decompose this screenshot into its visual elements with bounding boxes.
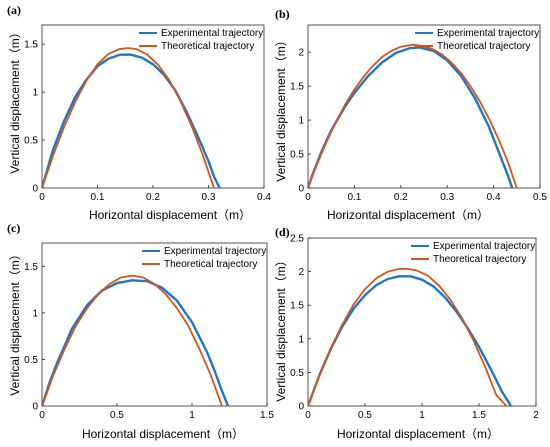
panel-d-xtick-label: 2 <box>533 410 539 421</box>
panel-b-xtick-label: 0 <box>305 192 311 203</box>
panel-c-ylabel: Vertical displacement（m） <box>8 248 22 395</box>
panel-b-label: (b) <box>275 7 290 21</box>
panel-d-ytick-label: 2 <box>298 267 304 278</box>
panel-a-xtick-label: 0.4 <box>257 192 271 203</box>
panel-c-ytick-label: 0.5 <box>24 355 38 366</box>
panel-b-legend-experimental-label: Experimental trajectory <box>437 28 539 39</box>
panel-a-xtick-label: 0.1 <box>91 192 105 203</box>
panel-d-ytick-label: 1.5 <box>290 301 304 312</box>
panel-c-ytick-label: 1 <box>32 308 38 319</box>
panel-b-xtick-label: 0.1 <box>347 192 361 203</box>
panel-a-label: (a) <box>7 3 21 17</box>
panel-c-ytick-label: 1.5 <box>24 262 38 273</box>
panel-c-xtick-label: 0 <box>39 410 45 421</box>
panel-c-legend-experimental-label: Experimental trajectory <box>164 246 266 257</box>
panel-c-experimental-line <box>40 279 230 407</box>
panel-d-ytick-label: 0.5 <box>290 368 304 379</box>
panel-a-ytick-label: 0.5 <box>24 136 38 147</box>
panel-a-legend-experimental-label: Experimental trajectory <box>161 28 263 39</box>
panel-d-ytick-label: 2.5 <box>290 234 304 245</box>
panel-d-label: (d) <box>275 225 290 239</box>
panel-b-ytick-label: 2 <box>298 48 304 59</box>
panel-d-xlabel: Horizontal displacement（m） <box>337 427 499 441</box>
panel-d-legend-theoretical-label: Theoretical trajectory <box>433 254 526 265</box>
panel-d: (d) Horizontal displacement（m） Vertical … <box>274 225 539 441</box>
panel-c-label: (c) <box>7 221 20 235</box>
panel-a: (a) Horizontal displacement（m） Vertical … <box>7 3 271 222</box>
panel-b: (b) Horizontal displacement（m） Vertical … <box>274 7 547 222</box>
panel-b-ylabel: Vertical displacement（m） <box>274 34 288 181</box>
panel-d-ylabel: Vertical displacement（m） <box>274 254 288 401</box>
panel-d-xtick-label: 1 <box>419 410 425 421</box>
panel-d-theoretical-line <box>307 267 508 407</box>
panel-c-xtick-label: 0.5 <box>110 410 124 421</box>
panel-b-theoretical-line <box>307 43 518 189</box>
panel-b-ytick-label: 0 <box>298 184 304 195</box>
panel-b-ytick-label: 1 <box>298 116 304 127</box>
panel-a-xtick-label: 0 <box>39 192 45 203</box>
panel-c-xtick-label: 1 <box>189 410 195 421</box>
panel-d-ytick-label: 0 <box>298 402 304 413</box>
panel-d-ytick-label: 1 <box>298 334 304 345</box>
panel-c-axes-box <box>41 242 268 407</box>
panel-b-ytick-label: 1.5 <box>290 82 304 93</box>
panel-c: (c) Horizontal displacement（m） Vertical … <box>7 221 274 441</box>
panel-b-xlabel: Horizontal displacement（m） <box>327 208 489 222</box>
panel-d-xtick-label: 0 <box>305 410 311 421</box>
panel-a-ylabel: Vertical displacement（m） <box>8 26 22 173</box>
panel-c-theoretical-line <box>41 274 223 407</box>
panel-d-experimental-line <box>306 275 512 407</box>
panel-d-xtick-label: 1.5 <box>472 410 486 421</box>
panel-a-ytick-label: 0 <box>32 184 38 195</box>
panel-c-ytick-label: 0 <box>32 402 38 413</box>
panel-b-xtick-label: 0.5 <box>533 192 547 203</box>
panel-a-xtick-label: 0.2 <box>146 192 160 203</box>
panel-b-legend-theoretical-label: Theoretical trajectory <box>437 41 530 52</box>
panel-d-legend-experimental-label: Experimental trajectory <box>433 241 535 252</box>
panel-a-theoretical-line <box>41 47 215 189</box>
panel-b-xtick-label: 0.3 <box>440 192 454 203</box>
panel-a-xtick-label: 0.3 <box>202 192 216 203</box>
panel-a-ytick-label: 1.5 <box>24 40 38 51</box>
panel-b-xtick-label: 0.4 <box>487 192 501 203</box>
panel-c-xlabel: Horizontal displacement（m） <box>82 427 244 441</box>
panel-a-legend-theoretical-label: Theoretical trajectory <box>161 41 254 52</box>
panel-a-xlabel: Horizontal displacement（m） <box>89 208 251 222</box>
panel-b-axes-box <box>307 24 541 189</box>
panel-a-experimental-line <box>40 53 221 189</box>
panel-c-xtick-label: 1.5 <box>260 410 274 421</box>
panel-b-xtick-label: 0.2 <box>394 192 408 203</box>
panel-b-ytick-label: 0.5 <box>290 150 304 161</box>
panel-c-legend-theoretical-label: Theoretical trajectory <box>164 259 257 270</box>
panel-d-xtick-label: 0.5 <box>358 410 372 421</box>
panel-a-ytick-label: 1 <box>32 88 38 99</box>
